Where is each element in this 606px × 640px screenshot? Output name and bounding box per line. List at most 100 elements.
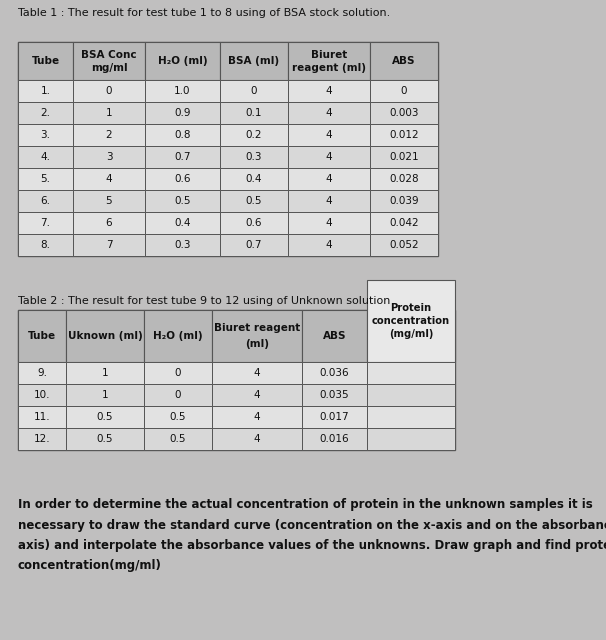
Text: 12.: 12. bbox=[34, 434, 50, 444]
Text: 4: 4 bbox=[325, 196, 332, 206]
Bar bbox=[288, 212, 370, 234]
Bar bbox=[66, 310, 144, 362]
Bar bbox=[220, 234, 288, 256]
Bar bbox=[220, 168, 288, 190]
Bar bbox=[367, 384, 455, 406]
Text: 0.6: 0.6 bbox=[175, 174, 191, 184]
Text: 4: 4 bbox=[254, 412, 261, 422]
Text: Biuret: Biuret bbox=[311, 50, 347, 60]
Text: 7.: 7. bbox=[41, 218, 50, 228]
Text: 0.036: 0.036 bbox=[320, 368, 349, 378]
Text: 1: 1 bbox=[105, 108, 112, 118]
Bar bbox=[144, 362, 212, 384]
Bar bbox=[220, 124, 288, 146]
Bar bbox=[288, 102, 370, 124]
Text: 0: 0 bbox=[175, 390, 181, 400]
Bar bbox=[367, 428, 455, 450]
Text: 0.9: 0.9 bbox=[175, 108, 191, 118]
Bar bbox=[18, 428, 66, 450]
Text: 3: 3 bbox=[105, 152, 112, 162]
Bar bbox=[144, 310, 212, 362]
Bar bbox=[73, 190, 145, 212]
Text: 0.035: 0.035 bbox=[320, 390, 349, 400]
Text: (ml): (ml) bbox=[245, 339, 269, 349]
Bar bbox=[18, 102, 73, 124]
Bar bbox=[145, 212, 220, 234]
Text: 0: 0 bbox=[175, 368, 181, 378]
Bar bbox=[212, 428, 302, 450]
Bar bbox=[220, 190, 288, 212]
Text: 2: 2 bbox=[105, 130, 112, 140]
Text: BSA Conc: BSA Conc bbox=[81, 50, 137, 60]
Bar bbox=[288, 234, 370, 256]
Bar bbox=[288, 42, 370, 80]
Bar bbox=[73, 80, 145, 102]
Text: H₂O (ml): H₂O (ml) bbox=[158, 56, 207, 66]
Bar bbox=[212, 362, 302, 384]
Text: 0.042: 0.042 bbox=[389, 218, 419, 228]
Bar bbox=[66, 362, 144, 384]
Bar bbox=[66, 428, 144, 450]
Text: 0.5: 0.5 bbox=[170, 434, 186, 444]
Text: 4: 4 bbox=[105, 174, 112, 184]
Bar bbox=[18, 234, 73, 256]
Bar bbox=[145, 234, 220, 256]
Text: 0.2: 0.2 bbox=[246, 130, 262, 140]
Bar bbox=[73, 42, 145, 80]
Text: 0.3: 0.3 bbox=[246, 152, 262, 162]
Text: 6: 6 bbox=[105, 218, 112, 228]
Bar bbox=[73, 146, 145, 168]
Bar bbox=[367, 362, 455, 384]
Bar bbox=[370, 190, 438, 212]
Bar bbox=[18, 168, 73, 190]
Bar bbox=[370, 124, 438, 146]
Text: 0.5: 0.5 bbox=[170, 412, 186, 422]
Bar bbox=[144, 406, 212, 428]
Text: 6.: 6. bbox=[41, 196, 50, 206]
Bar bbox=[220, 80, 288, 102]
Text: 0.3: 0.3 bbox=[175, 240, 191, 250]
Text: Table 1 : The result for test tube 1 to 8 using of BSA stock solution.: Table 1 : The result for test tube 1 to … bbox=[18, 8, 390, 18]
Bar bbox=[145, 146, 220, 168]
Text: 0.4: 0.4 bbox=[246, 174, 262, 184]
Text: reagent (ml): reagent (ml) bbox=[292, 63, 366, 73]
Text: 1.0: 1.0 bbox=[175, 86, 191, 96]
Bar bbox=[18, 384, 66, 406]
Text: 11.: 11. bbox=[34, 412, 50, 422]
Text: 4: 4 bbox=[325, 174, 332, 184]
Text: 5: 5 bbox=[105, 196, 112, 206]
Text: 4: 4 bbox=[254, 390, 261, 400]
Bar bbox=[18, 42, 73, 80]
Bar bbox=[18, 42, 438, 256]
Bar bbox=[66, 384, 144, 406]
Text: 0.1: 0.1 bbox=[246, 108, 262, 118]
Text: 0.5: 0.5 bbox=[175, 196, 191, 206]
Bar bbox=[288, 124, 370, 146]
Bar bbox=[220, 42, 288, 80]
Text: 0.052: 0.052 bbox=[389, 240, 419, 250]
Text: 1.: 1. bbox=[41, 86, 50, 96]
Text: H₂O (ml): H₂O (ml) bbox=[153, 331, 203, 341]
Bar bbox=[145, 80, 220, 102]
Bar bbox=[144, 428, 212, 450]
Bar bbox=[73, 168, 145, 190]
Text: Tube: Tube bbox=[28, 331, 56, 341]
Bar bbox=[145, 168, 220, 190]
Text: mg/ml: mg/ml bbox=[91, 63, 127, 73]
Text: 0.4: 0.4 bbox=[175, 218, 191, 228]
Text: 4: 4 bbox=[325, 130, 332, 140]
Bar bbox=[145, 124, 220, 146]
Bar bbox=[212, 310, 302, 362]
Bar bbox=[370, 168, 438, 190]
Bar bbox=[367, 280, 455, 362]
Bar bbox=[288, 168, 370, 190]
Text: ABS: ABS bbox=[392, 56, 416, 66]
Text: 0: 0 bbox=[401, 86, 407, 96]
Bar bbox=[73, 234, 145, 256]
Bar bbox=[145, 102, 220, 124]
Text: 0.039: 0.039 bbox=[389, 196, 419, 206]
Text: 4: 4 bbox=[254, 434, 261, 444]
Bar bbox=[18, 124, 73, 146]
Bar bbox=[73, 102, 145, 124]
Text: ABS: ABS bbox=[323, 331, 346, 341]
